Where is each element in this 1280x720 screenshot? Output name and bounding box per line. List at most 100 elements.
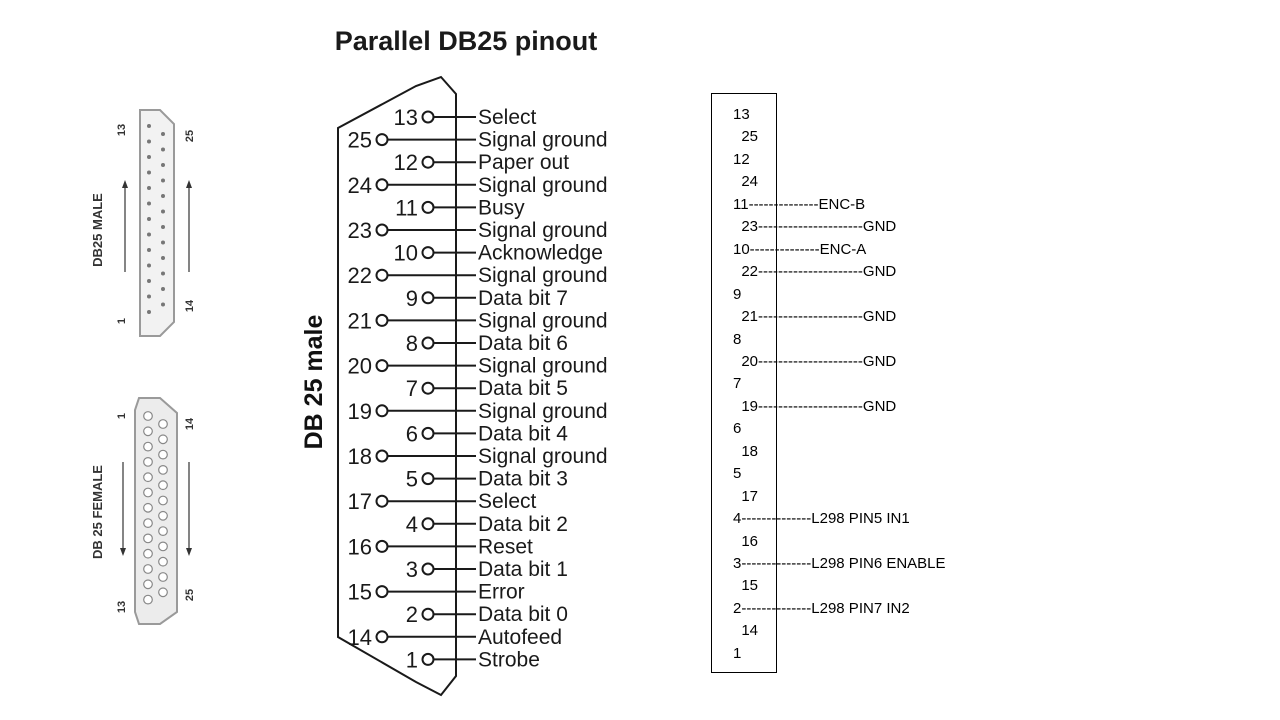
female-socket — [143, 579, 153, 590]
female-socket — [143, 426, 153, 437]
pin-row: 9 Data bit 7 — [406, 286, 568, 311]
male-pin — [161, 302, 165, 307]
wiring-row: 22---------------------GND — [733, 263, 897, 281]
pin-signal-label: Signal ground — [478, 355, 608, 378]
pin-contact — [421, 607, 435, 621]
pin-number: 21 — [348, 308, 372, 333]
pin-signal-label: Busy — [478, 196, 525, 219]
female-socket — [158, 465, 168, 475]
pin-signal-label: Signal ground — [478, 309, 608, 332]
female-num-bottom-left: 13 — [116, 601, 128, 613]
pin-number: 15 — [348, 580, 372, 605]
pin-row: 13 Select — [394, 105, 537, 130]
female-num-bottom-right: 25 — [184, 589, 196, 601]
male-num-top-left: 13 — [116, 124, 128, 136]
pin-row: 1 Strobe — [406, 647, 540, 672]
pin-signal-label: Data bit 1 — [478, 558, 568, 581]
female-shell — [134, 397, 178, 625]
male-num-top-right: 25 — [184, 130, 196, 142]
pin-number: 8 — [406, 331, 418, 356]
pin-signal-label: Data bit 6 — [478, 332, 568, 355]
female-socket — [158, 572, 168, 582]
male-pin — [147, 263, 151, 268]
wiring-row: 12 — [733, 150, 750, 168]
male-pin — [161, 287, 165, 291]
pin-row: 16 Reset — [348, 534, 534, 559]
pin-signal-label: Signal ground — [478, 129, 608, 152]
pin-signal-label: Reset — [478, 535, 533, 558]
pin-contact — [421, 155, 435, 169]
male-pin — [147, 139, 151, 144]
male-pin — [161, 147, 165, 152]
pin-contact — [421, 200, 435, 214]
wiring-row: 16 — [733, 532, 759, 550]
pin-row: 4 Data bit 2 — [406, 512, 568, 537]
pin-contact — [375, 178, 389, 192]
female-pin-grid — [143, 411, 168, 605]
male-pin-grid — [147, 124, 165, 314]
pin-signal-label: Signal ground — [478, 445, 608, 468]
pin-contact — [375, 494, 389, 508]
pin-signal-label: Data bit 3 — [478, 468, 568, 491]
pin-contact — [375, 404, 389, 418]
pin-contact — [421, 517, 435, 531]
female-socket — [158, 526, 168, 536]
wiring-row: 8 — [733, 330, 742, 348]
pin-row: 2 Data bit 0 — [406, 602, 568, 627]
wiring-row: 5 — [733, 465, 742, 483]
female-socket — [143, 564, 153, 574]
wiring-row: 23---------------------GND — [733, 218, 897, 236]
pin-contact — [375, 630, 389, 644]
female-right-arrow-head — [186, 548, 192, 556]
wiring-row: 20---------------------GND — [733, 352, 897, 370]
pin-row: 10 Acknowledge — [394, 241, 603, 266]
wiring-row: 21---------------------GND — [733, 308, 897, 326]
pin-contact — [375, 223, 389, 237]
female-socket — [158, 510, 168, 521]
female-left-arrow-head — [120, 548, 126, 556]
pin-contact — [421, 110, 435, 124]
pin-signal-label: Data bit 0 — [478, 603, 568, 626]
wiring-row: 6 — [733, 420, 742, 438]
male-num-bottom-right: 14 — [184, 299, 196, 312]
wiring-row: 9 — [733, 285, 742, 303]
large-side-label: DB 25 male — [300, 315, 328, 450]
female-socket — [158, 541, 168, 552]
pin-number: 3 — [406, 557, 418, 582]
pin-row: 7 Data bit 5 — [406, 376, 568, 401]
pin-number: 4 — [406, 512, 418, 537]
wiring-row: 24 — [733, 173, 759, 191]
male-pin — [161, 163, 165, 167]
female-socket — [158, 495, 168, 506]
male-pin — [161, 256, 165, 260]
pin-contact — [421, 381, 435, 395]
wiring-row: 25 — [733, 128, 759, 146]
male-pin — [147, 201, 151, 206]
pin-row: 14 Autofeed — [348, 625, 563, 650]
pin-number: 17 — [348, 489, 372, 514]
male-pin — [147, 124, 151, 128]
female-socket — [158, 587, 168, 598]
db25-female-connector: 1 14 13 25 DB 25 FEMALE — [90, 397, 196, 625]
pin-row: 8 Data bit 6 — [406, 331, 568, 356]
male-connector-label: DB25 MALE — [90, 193, 105, 267]
pin-row: 24 Signal ground — [348, 173, 608, 198]
female-connector-label: DB 25 FEMALE — [90, 465, 105, 559]
male-pin — [147, 294, 151, 299]
large-shell-outline — [337, 75, 457, 697]
wiring-row: 18 — [733, 442, 759, 460]
pin-signal-label: Acknowledge — [478, 242, 603, 265]
pin-row: 5 Data bit 3 — [406, 467, 568, 492]
pin-signal-label: Signal ground — [478, 219, 608, 242]
db25-male-connector: 13 25 1 14 DB25 MALE — [90, 109, 196, 337]
pin-signal-label: Strobe — [478, 648, 540, 671]
pin-row: 3 Data bit 1 — [406, 557, 568, 582]
pin-signal-label: Data bit 2 — [478, 513, 568, 536]
male-pin — [161, 194, 165, 198]
pin-row: 17 Select — [348, 489, 537, 514]
pin-number: 9 — [406, 286, 418, 311]
pin-row: 19 Signal ground — [348, 399, 608, 424]
wiring-row: 10--------------ENC-A — [733, 240, 867, 258]
female-num-top-left: 1 — [116, 413, 128, 419]
wiring-row: 7 — [733, 375, 742, 393]
